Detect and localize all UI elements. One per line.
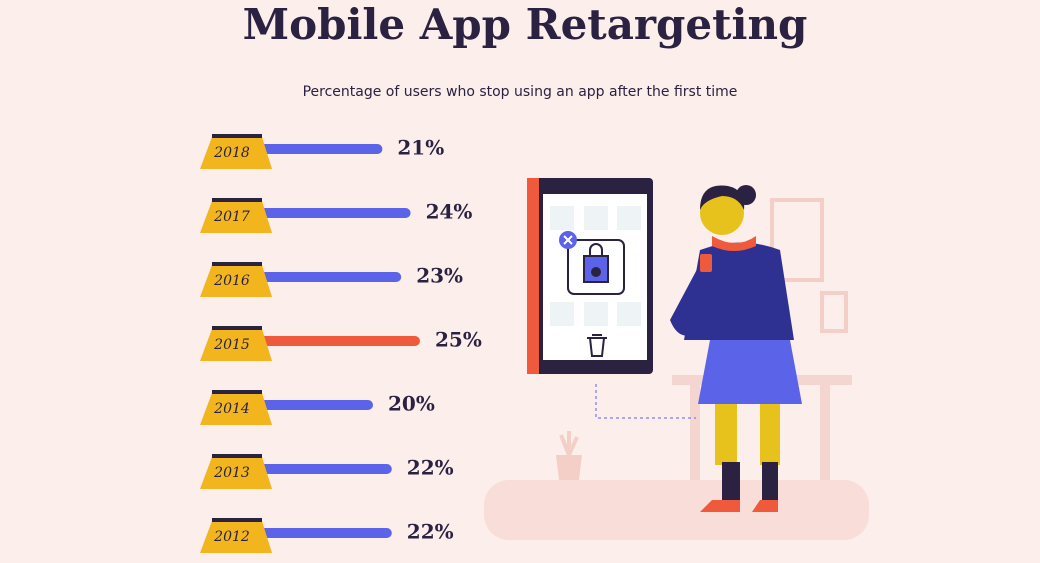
calendar (200, 265, 272, 297)
calendar-top (212, 326, 262, 330)
calendar (200, 521, 272, 553)
value-label: 22% (407, 456, 454, 480)
chart-subtitle: Percentage of users who stop using an ap… (303, 84, 738, 100)
value-label: 24% (426, 200, 473, 224)
category-label: 2014 (213, 401, 250, 417)
chart-title: Mobile App Retargeting (243, 0, 808, 49)
value-label: 20% (388, 392, 435, 416)
value-label: 23% (416, 264, 463, 288)
category-label: 2018 (213, 145, 250, 161)
illustration (484, 178, 869, 540)
calendar-top (212, 454, 262, 458)
category-label: 2012 (213, 529, 250, 545)
value-label: 22% (407, 520, 454, 544)
calendar-top (212, 262, 262, 266)
category-label: 2016 (213, 273, 250, 289)
category-label: 2017 (213, 209, 250, 225)
category-label: 2013 (213, 465, 250, 481)
calendar (200, 137, 272, 169)
value-label: 25% (435, 328, 482, 352)
calendar-top (212, 518, 262, 522)
calendar-top (212, 134, 262, 138)
calendar (200, 393, 272, 425)
calendar-top (212, 198, 262, 202)
calendar (200, 329, 272, 361)
calendar (200, 457, 272, 489)
category-label: 2015 (213, 337, 250, 353)
value-label: 21% (397, 136, 444, 160)
calendar (200, 201, 272, 233)
calendar-top (212, 390, 262, 394)
